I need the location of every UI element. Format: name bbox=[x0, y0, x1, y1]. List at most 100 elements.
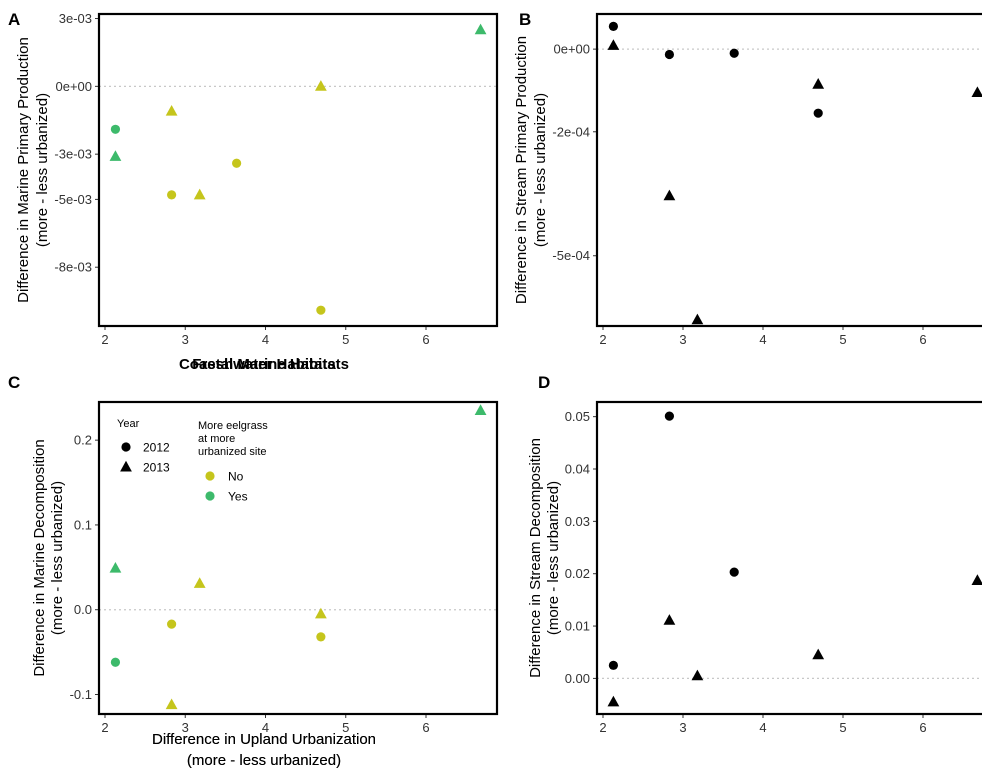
data-point-triangle bbox=[971, 86, 982, 97]
data-point-circle bbox=[813, 108, 823, 118]
x-tick-label: 3 bbox=[679, 332, 686, 347]
y-tick-label: 0.2 bbox=[74, 433, 92, 448]
x-axis-title: Coastal Marine Habitats bbox=[179, 356, 349, 373]
x-axis-title: (more - less urbanized) bbox=[187, 752, 341, 769]
data-points bbox=[109, 23, 487, 315]
data-point-circle bbox=[316, 305, 326, 315]
y-tick-label: -8e-03 bbox=[54, 260, 92, 275]
data-point-triangle bbox=[663, 189, 676, 201]
data-points bbox=[607, 411, 982, 707]
panel-frame bbox=[595, 400, 982, 716]
panel-c: C 0.2 0.1 0.0 -0.1 2 3 4 5 6 Difference in Marine … bbox=[8, 373, 499, 769]
x-tick-label: 6 bbox=[422, 720, 429, 735]
data-point-triangle bbox=[691, 669, 704, 681]
y-tick-label: -2e-04 bbox=[552, 124, 590, 139]
data-point-triangle bbox=[812, 78, 825, 89]
data-point-triangle bbox=[474, 23, 487, 35]
x-tick-label: 4 bbox=[759, 720, 766, 735]
data-point-circle bbox=[608, 660, 619, 670]
data-point-circle bbox=[167, 619, 177, 629]
x-tick-label: 6 bbox=[919, 720, 926, 735]
x-tick-label: 4 bbox=[262, 720, 269, 735]
x-tick-label: 5 bbox=[839, 332, 846, 347]
legend-label-2012: 2012 bbox=[143, 441, 170, 455]
data-point-triangle bbox=[193, 577, 206, 588]
y-axis-title: Difference in Marine Decomposition bbox=[31, 439, 48, 676]
x-tick-label: 6 bbox=[919, 332, 926, 347]
y-tick-label: 0.03 bbox=[565, 514, 590, 529]
y-tick-label: -5e-03 bbox=[54, 192, 92, 207]
y-axis-title: (more - less urbanized) bbox=[49, 481, 66, 635]
panel-frame bbox=[97, 12, 499, 328]
y-tick-label: 0.02 bbox=[565, 566, 590, 581]
data-point-triangle bbox=[607, 39, 620, 50]
y-tick-label: 0.01 bbox=[565, 619, 590, 634]
x-tick-label: 4 bbox=[262, 332, 269, 347]
x-axis-title: Difference in Upland Urbanization bbox=[152, 731, 376, 748]
y-axis-title: Difference in Marine Primary Production bbox=[15, 37, 32, 303]
x-axis-title: (more - less urbanized) bbox=[187, 752, 341, 769]
panel-letter: A bbox=[8, 10, 20, 29]
y-tick-label: 0e+00 bbox=[55, 79, 92, 94]
data-point-triangle bbox=[109, 150, 122, 161]
y-tick-label: 0.00 bbox=[565, 671, 590, 686]
legend-label-yes: Yes bbox=[228, 490, 248, 504]
legend-eelgrass-title: urbanized site bbox=[198, 446, 267, 458]
data-point-circle bbox=[110, 124, 121, 134]
data-point-circle bbox=[316, 632, 326, 642]
y-tick-label: 0e+00 bbox=[553, 42, 590, 57]
y-tick-label: -0.1 bbox=[70, 687, 92, 702]
data-point-triangle bbox=[971, 574, 982, 585]
data-point-triangle bbox=[165, 105, 178, 116]
data-point-triangle bbox=[607, 695, 620, 707]
y-axis-title: (more - less urbanized) bbox=[532, 93, 549, 247]
y-axis-title: Difference in Stream Decomposition bbox=[527, 438, 544, 678]
data-point-circle bbox=[167, 190, 177, 200]
x-tick-label: 4 bbox=[759, 332, 766, 347]
y-axis-title: (more - less urbanized) bbox=[545, 481, 562, 635]
x-tick-label: 2 bbox=[599, 720, 606, 735]
panel-a: A 3e-03 0e+00 -3e-03 -5e-03 -8e-03 2 3 4 5 6 Differ… bbox=[8, 10, 499, 373]
data-point-triangle bbox=[474, 404, 487, 415]
panel-frame bbox=[595, 12, 982, 328]
x-tick-label: 2 bbox=[101, 720, 108, 735]
data-points bbox=[607, 21, 982, 325]
data-point-circle bbox=[664, 411, 675, 421]
y-tick-label: -5e-04 bbox=[552, 248, 590, 263]
y-tick-label: 0.04 bbox=[565, 462, 590, 477]
y-axis-title: Difference in Stream Primary Production bbox=[513, 36, 530, 304]
data-point-triangle bbox=[812, 648, 825, 660]
data-point-circle bbox=[110, 657, 121, 667]
legend-eelgrass-title: More eelgrass bbox=[198, 420, 268, 432]
data-point-triangle bbox=[691, 313, 704, 325]
legend-label-2013: 2013 bbox=[143, 461, 170, 475]
panel-b: B 0e+00 -2e-04 -5e-04 2 3 4 5 6 Difference in Str… bbox=[192, 10, 982, 373]
panel-d: D 0.05 0.04 0.03 0.02 0.01 0.00 2 3 4 5 6 Difference… bbox=[152, 373, 982, 769]
y-tick-label: 3e-03 bbox=[59, 11, 92, 26]
y-tick-label: 0.0 bbox=[74, 602, 92, 617]
legend-eelgrass-title: at more bbox=[198, 433, 235, 445]
x-tick-label: 6 bbox=[422, 332, 429, 347]
data-point-triangle bbox=[193, 188, 206, 200]
data-points bbox=[109, 404, 487, 710]
x-tick-label: 5 bbox=[342, 332, 349, 347]
panel-letter: D bbox=[538, 373, 550, 392]
x-axis-title: Freshwater Habitats bbox=[192, 356, 335, 373]
x-tick-label: 5 bbox=[342, 720, 349, 735]
x-tick-label: 2 bbox=[101, 332, 108, 347]
x-axis-title: Difference in Upland Urbanization bbox=[152, 731, 376, 748]
data-point-circle bbox=[232, 158, 242, 168]
legend-key-2013 bbox=[120, 460, 132, 472]
y-axis-title: (more - less urbanized) bbox=[34, 93, 51, 247]
panel-letter: B bbox=[519, 10, 531, 29]
x-tick-label: 3 bbox=[679, 720, 686, 735]
legend-key-no bbox=[205, 471, 215, 481]
y-tick-label: -3e-03 bbox=[54, 147, 92, 162]
x-tick-label: 3 bbox=[182, 720, 189, 735]
data-point-circle bbox=[608, 21, 619, 31]
legend-year-title: Year bbox=[117, 418, 140, 430]
data-point-triangle bbox=[314, 607, 327, 619]
x-tick-label: 5 bbox=[839, 720, 846, 735]
